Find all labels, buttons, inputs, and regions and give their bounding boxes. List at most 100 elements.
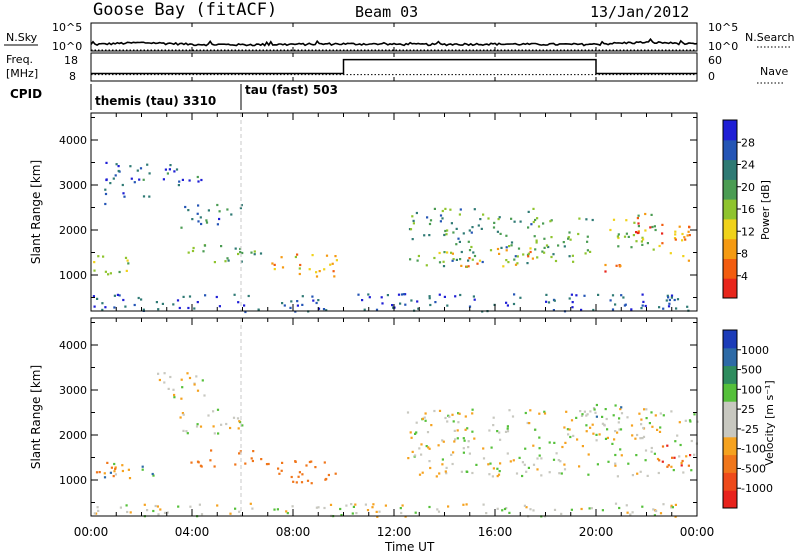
xaxis-label: Time UT [384,540,435,554]
heatmap-cell [121,464,124,467]
heatmap-cell [555,452,558,455]
heatmap-cell [457,421,460,424]
heatmap-cell [500,246,503,249]
heatmap-cell [524,447,527,450]
heatmap-cell [682,255,685,258]
heatmap-cell [445,466,448,469]
heatmap-cell [472,295,475,298]
heatmap-cell [133,181,136,184]
xtick-label: 20:00 [579,525,614,539]
heatmap-cell [157,308,160,311]
heatmap-cell [433,409,436,413]
heatmap-cell [477,224,480,227]
heatmap-cell [589,410,592,413]
heatmap-cell [301,295,304,298]
heatmap-cell [572,434,575,437]
heatmap-cell [386,294,389,297]
heatmap-cell [381,302,384,305]
heatmap-cell [298,267,301,270]
heatmap-cell [141,465,144,468]
heatmap-cell [687,464,690,467]
cpid-label: CPID [10,87,42,101]
heatmap-cell [540,457,543,460]
heatmap-cell [407,457,410,460]
heatmap-cell [113,470,116,473]
heatmap-cell [617,236,620,240]
heatmap-cell [641,236,644,239]
heatmap-cell [666,465,669,468]
heatmap-cell [234,247,237,250]
heatmap-cell [616,235,619,238]
velocity-colorbar-tick: -1000 [741,482,773,495]
heatmap-cell [188,376,192,380]
heatmap-cell [215,295,218,299]
velocity-colorbar-swatch [723,330,737,349]
heatmap-cell [327,473,330,477]
heatmap-cell [439,214,443,217]
heatmap-cell [538,412,541,415]
heatmap-cell [151,472,154,476]
heatmap-cell [619,448,622,451]
nsky-strip: N.Sky 10^5 10^0 10^5 10^0 N.Search [4,21,795,53]
heatmap-cell [299,263,302,267]
heatmap-cell [210,449,213,452]
heatmap-cell [618,417,621,420]
heatmap-cell [148,172,151,175]
heatmap-cell [247,294,250,298]
heatmap-cell [417,307,420,310]
heatmap-cell [376,515,379,518]
heatmap-cell [152,509,155,513]
heatmap-cell [167,387,170,390]
heatmap-cell [312,299,315,302]
heatmap-cell [570,293,573,296]
heatmap-cell [547,245,550,249]
heatmap-cell [648,422,651,425]
heatmap-cell [331,262,334,265]
heatmap-cell [414,454,417,457]
heatmap-cell [273,268,276,271]
heatmap-cell [543,246,546,249]
heatmap-cell [626,416,629,419]
heatmap-cell [644,304,647,308]
heatmap-cell [163,372,166,375]
heatmap-cell [226,257,229,260]
heatmap-cell [290,300,293,303]
heatmap-cell [107,273,110,276]
heatmap-cell [239,207,242,210]
heatmap-cell [452,420,455,423]
heatmap-cell [296,304,299,307]
heatmap-cell [454,438,457,441]
heatmap-cell [317,307,321,310]
heatmap-cell [464,428,467,431]
heatmap-cell [497,473,501,476]
heatmap-cell [598,433,601,436]
heatmap-cell [213,432,216,435]
power-colorbar-tick: 16 [741,203,755,216]
heatmap-cell [690,469,693,472]
heatmap-cell [286,512,289,515]
heatmap-cell [623,235,627,238]
heatmap-cell [467,240,470,243]
heatmap-cell [545,293,548,296]
heatmap-cell [641,243,644,246]
power-colorbar-tick: 24 [741,159,755,172]
heatmap-cell [686,305,689,308]
heatmap-cell [612,414,615,417]
heatmap-cell [428,234,431,237]
heatmap-cell [667,464,670,467]
heatmap-cell [442,260,445,263]
heatmap-cell [136,169,139,172]
heatmap-cell [523,504,526,507]
heatmap-cell [595,439,598,442]
heatmap-cell [205,221,209,224]
heatmap-cell [659,512,663,515]
heatmap-cell [452,231,455,234]
heatmap-cell [620,412,624,415]
heatmap-cell [659,412,662,415]
heatmap-cell [661,460,664,463]
heatmap-cell [93,512,96,515]
heatmap-cell [351,512,354,515]
heatmap-cell [553,299,556,302]
heatmap-cell [230,213,233,216]
heatmap-cell [670,294,674,297]
